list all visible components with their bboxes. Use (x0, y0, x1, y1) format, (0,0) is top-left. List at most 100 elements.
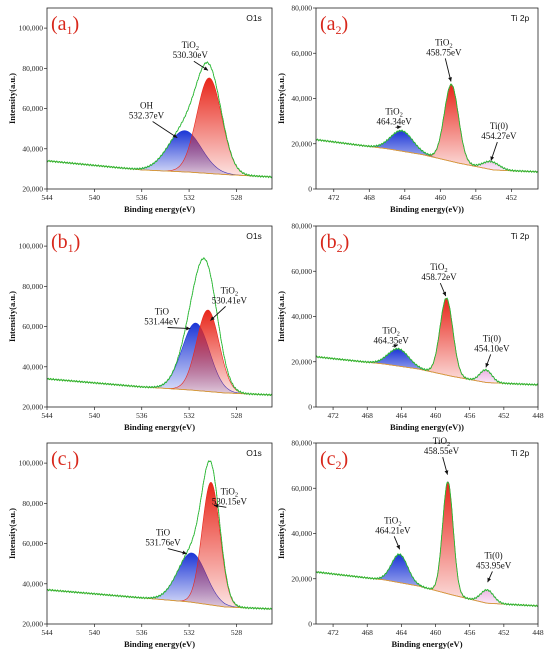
y-tick-label: 40,000 (291, 529, 312, 538)
annotation-label: Ti(0) (483, 333, 501, 343)
annotation-label: TiO2 (182, 40, 199, 52)
y-tick-label: 80,000 (22, 64, 43, 73)
y-tick-label: 80,000 (291, 222, 312, 231)
plot-frame (46, 7, 273, 190)
y-tick-label: 40,000 (22, 579, 43, 588)
annotation-value: 453.95eV (476, 560, 512, 570)
annotation-label: Ti(0) (485, 550, 503, 560)
annotation-label: Ti(0) (490, 121, 508, 131)
raw-data-line (316, 297, 538, 387)
x-tick-label: 456 (470, 193, 482, 202)
y-axis-title: Intensity(a.u.) (276, 291, 286, 342)
x-tick-label: 460 (435, 193, 447, 202)
x-tick-label: 472 (328, 193, 340, 202)
annotation-label: TiO2 (221, 486, 238, 498)
raw-data-line (47, 460, 272, 611)
plot-area (47, 460, 272, 611)
annotation-label: TiO2 (221, 285, 238, 297)
x-tick-label: 448 (532, 628, 544, 637)
y-tick-label: 60,000 (291, 484, 312, 493)
annotation-arrowhead (396, 544, 400, 550)
x-tick-label: 452 (498, 628, 510, 637)
x-tick-label: 536 (136, 411, 148, 420)
x-tick-label: 448 (532, 411, 544, 420)
annotation-arrowhead (487, 577, 492, 583)
plot-area (316, 83, 538, 174)
y-tick-label: 80,000 (22, 499, 43, 508)
panel-label: (a2) (320, 13, 348, 37)
x-axis-title: Binding energy(eV) (124, 639, 195, 649)
y-tick-label: 60,000 (22, 539, 43, 548)
raw-data-line (47, 61, 272, 179)
y-tick-label: 60,000 (22, 104, 43, 113)
panel-b1: 544 540 536 532 528 20,000 40,000 60,000 80,000 1… (7, 225, 273, 432)
y-tick-label: 20,000 (22, 403, 43, 412)
y-tick-label: 40,000 (22, 144, 43, 153)
panel-b2: 472 468 464 460 456 452 448 0 20,000 40,000 60,000… (276, 222, 544, 433)
envelope-line (316, 297, 538, 386)
annotation-value: 530.30eV (173, 50, 209, 60)
annotation-value: 532.37eV (129, 111, 165, 121)
annotation-arrowhead (172, 133, 178, 138)
raw-data-line (47, 257, 272, 397)
y-tick-label: 20,000 (291, 574, 312, 583)
annotation-value: 530.41eV (212, 295, 248, 305)
annotation-value: 464.34eV (377, 116, 413, 126)
panel-label: (c1) (51, 448, 79, 472)
y-tick-label: 40,000 (291, 312, 312, 321)
x-tick-label: 544 (41, 193, 53, 202)
x-axis-title: Binding energy(eV)) (390, 422, 464, 432)
annotation-arrowhead (448, 77, 452, 82)
raw-data-line (316, 482, 538, 608)
y-tick-label: 20,000 (291, 357, 312, 366)
annotation-label: TiO2 (385, 106, 402, 118)
x-axis-title: Binding energy(eV) (124, 422, 195, 432)
x-tick-label: 456 (464, 411, 476, 420)
y-axis-title: Intensity(a.u.) (276, 508, 286, 559)
panel-c2: 472 468 464 460 456 452 448 0 20,000 40,000 60,000… (276, 436, 544, 649)
y-axis-title: Intensity(a.u.) (7, 291, 17, 342)
panel-label: (a1) (51, 13, 79, 37)
y-tick-label: 60,000 (291, 49, 312, 58)
plot-frame (315, 225, 539, 408)
plot-area (47, 257, 272, 397)
annotation-label: TiO2 (382, 325, 399, 337)
x-tick-label: 532 (183, 193, 195, 202)
annotation-value: 531.76eV (145, 538, 181, 548)
y-tick-label: 40,000 (291, 94, 312, 103)
panel-title: Ti 2p (511, 448, 530, 458)
annotation-label: TiO (155, 306, 170, 316)
annotation-arrowhead (444, 470, 449, 475)
x-tick-label: 532 (183, 411, 195, 420)
x-tick-label: 468 (362, 411, 374, 420)
x-tick-label: 544 (41, 411, 53, 420)
plot-area (316, 297, 538, 387)
y-tick-label: 40,000 (22, 362, 43, 371)
annotation-label: TiO (156, 528, 171, 538)
annotation-arrowhead (203, 66, 209, 71)
annotation-label: TiO2 (384, 515, 401, 527)
y-axis-title: Intensity(a.u.) (7, 508, 17, 559)
annotation-arrowhead (213, 504, 219, 508)
x-axis-title: Binding energy(eV) (124, 204, 195, 214)
plot-frame (315, 442, 539, 625)
annotation-arrowhead (186, 326, 191, 331)
x-tick-label: 464 (396, 628, 408, 637)
annotation-value: 458.55eV (424, 446, 460, 456)
panel-title: O1s (246, 448, 262, 458)
x-tick-label: 532 (183, 628, 195, 637)
plot-frame (46, 225, 273, 408)
y-axis-title: Intensity(a.u.) (7, 73, 17, 124)
peak-tio (47, 322, 272, 396)
annotation-label: TiO2 (435, 37, 452, 49)
envelope-line (47, 258, 272, 396)
plot-frame (315, 7, 539, 190)
x-axis-title: Binding energy(eV) (391, 639, 462, 649)
y-tick-label: 0 (308, 185, 312, 194)
x-tick-label: 536 (136, 628, 148, 637)
plot-frame (46, 442, 273, 625)
x-tick-label: 452 (506, 193, 518, 202)
annotation-value: 458.72eV (421, 272, 457, 282)
x-tick-label: 460 (430, 411, 442, 420)
